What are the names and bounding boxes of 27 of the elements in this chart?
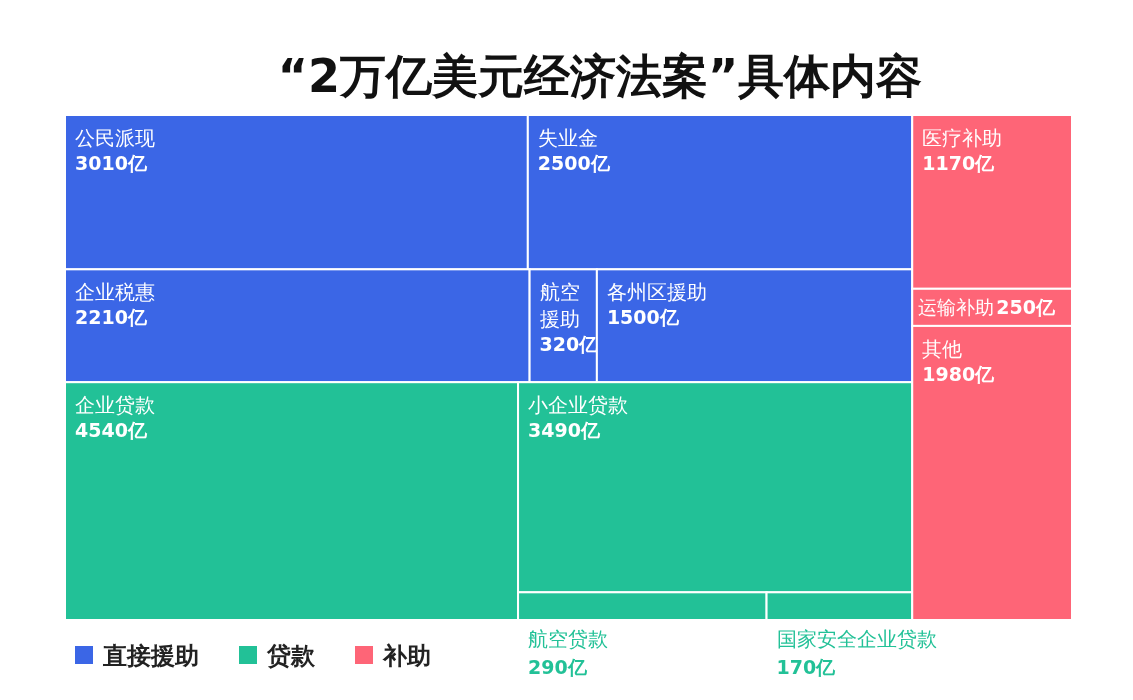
data-label: 170亿 [776, 656, 837, 678]
category-label: 企业税惠 [75, 280, 155, 305]
data-label: 3010亿 [75, 152, 148, 174]
data-label: 290亿 [528, 656, 588, 678]
data-label: 1980亿 [922, 362, 996, 385]
data-label: 4540亿 [75, 419, 148, 442]
category-label: 各州区援助 [606, 280, 707, 305]
category-label: 航空贷款 [528, 627, 609, 651]
category-label: 航空援助 [539, 280, 580, 332]
legend-label: 补助 [382, 642, 431, 670]
category-label: 小企业贷款 [528, 393, 629, 418]
data-label: 1500亿 [606, 306, 680, 329]
data-label: 2500亿 [537, 152, 611, 174]
title: “2万亿美元经济法案”具体内容 [277, 49, 923, 103]
category-label: 运输补助 [918, 296, 995, 319]
data-label: 3490亿 [528, 419, 601, 442]
data-label: 1170亿 [922, 152, 996, 174]
category-label: 公民派现 [75, 126, 155, 150]
category-label: 失业金 [537, 126, 598, 150]
legend-label: 直接援助 [102, 642, 199, 670]
data-label: 250亿 [996, 296, 1056, 319]
category-label: 企业贷款 [75, 393, 155, 418]
data-label: 2210亿 [75, 306, 148, 329]
category-label: 国家安全企业贷款 [776, 627, 937, 651]
category-label: 医疗补助 [922, 126, 1003, 150]
category-label: 其他 [922, 336, 963, 361]
legend-label: 贷款 [266, 642, 316, 670]
